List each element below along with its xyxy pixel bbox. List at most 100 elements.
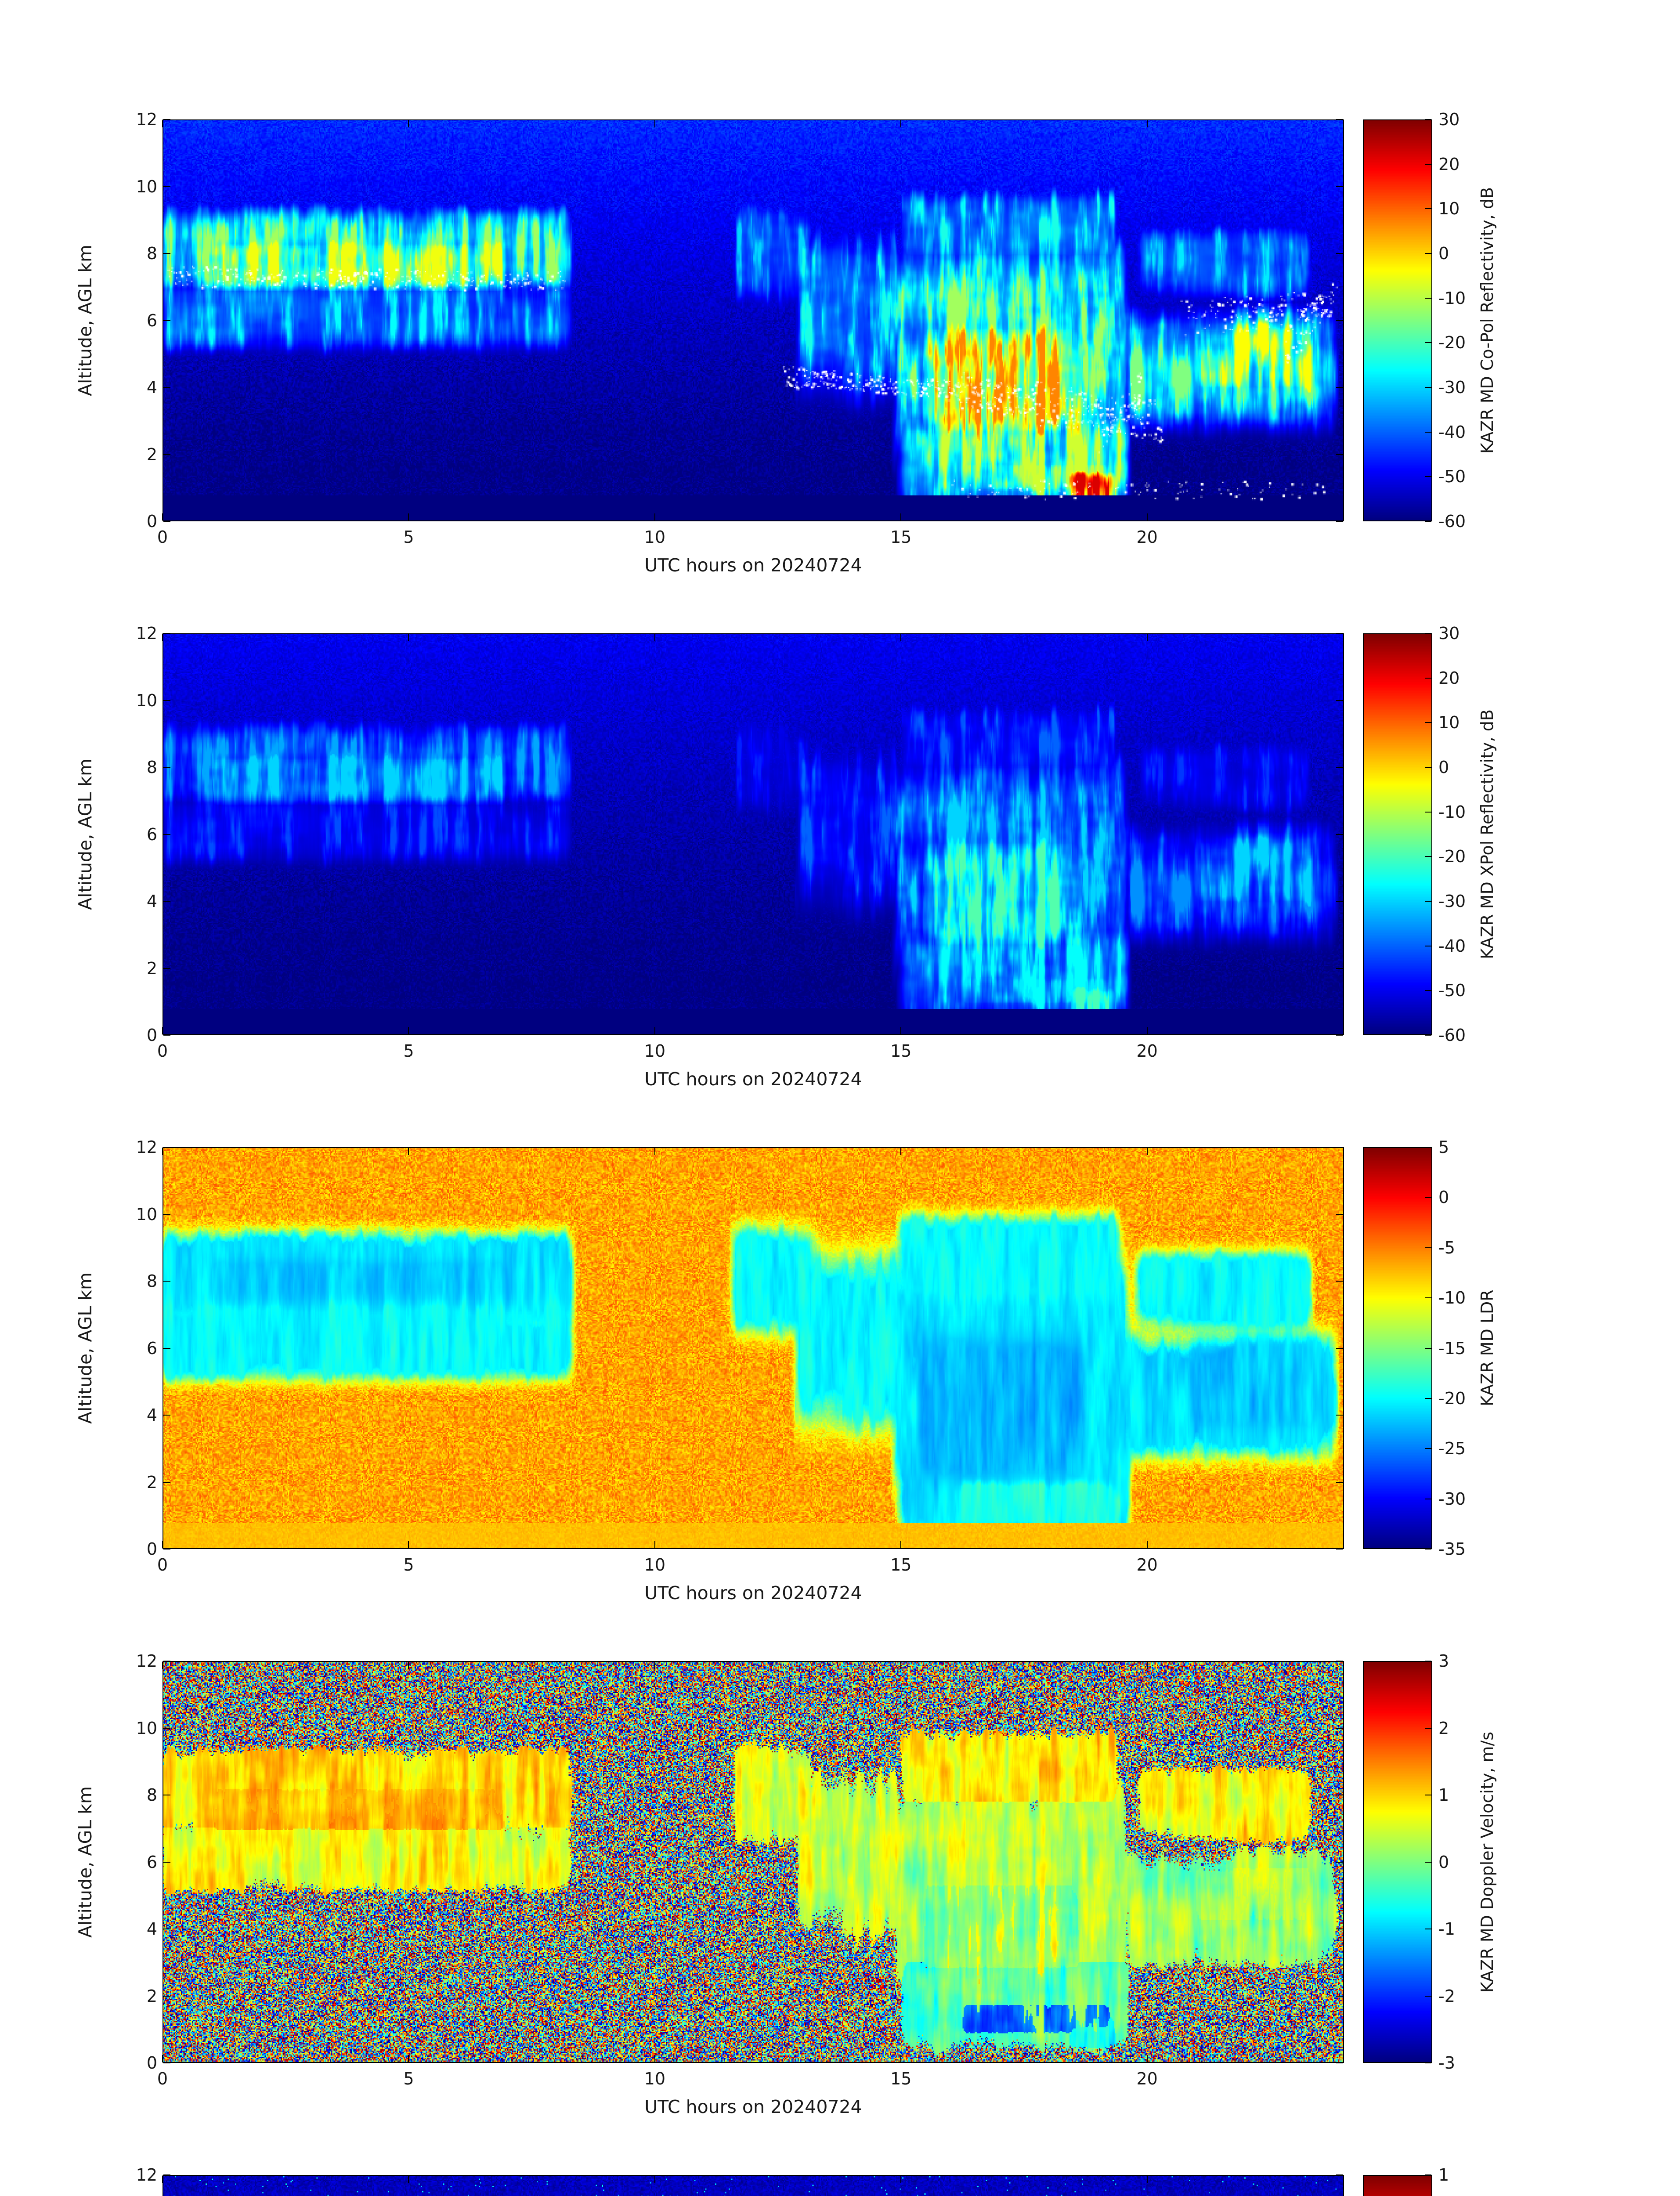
y-tick-mark	[163, 1481, 170, 1483]
ldr-colorbar	[1363, 1147, 1432, 1549]
y-axis-label: Altitude, AGL km	[74, 2175, 97, 2196]
colorbar-tick-mark	[1425, 297, 1431, 299]
x-tick-mark	[162, 1662, 163, 1669]
colorbar-tick-label: -50	[1438, 981, 1466, 1000]
colorbar-tick-label: -20	[1438, 333, 1466, 353]
x-tick-label: 5	[403, 527, 414, 547]
y-tick-mark	[163, 320, 170, 321]
y-axis-label: Altitude, AGL km	[75, 1272, 96, 1424]
y-tick-mark	[1336, 119, 1343, 120]
colorbar-tick-label: -5	[1438, 1238, 1455, 1257]
colorbar-tick-label: -35	[1438, 1539, 1466, 1559]
x-tick-mark	[900, 1662, 902, 1669]
y-tick-mark	[1336, 1214, 1343, 1215]
y-tick-mark	[1336, 387, 1343, 388]
y-tick-label: 4	[146, 1405, 157, 1425]
colorbar-tick-mark	[1425, 1347, 1431, 1349]
colorbar-label: KAZR MD Spectral Width, m/s	[1476, 2175, 1499, 2196]
x-tick-mark	[162, 1148, 163, 1155]
x-tick-mark	[654, 634, 655, 641]
colorbar-tick-label: 0	[1438, 758, 1449, 777]
x-tick-mark	[1146, 634, 1148, 641]
x-tick-label: 15	[890, 1041, 912, 1061]
colorbar-tick-label: 10	[1438, 713, 1460, 733]
colorbar-tick-mark	[1425, 1297, 1431, 1299]
colorbar-tick-label: -20	[1438, 1388, 1466, 1408]
spectral-width-heatmap-canvas	[163, 2175, 1344, 2196]
x-tick-mark	[408, 513, 409, 520]
colorbar-tick-label: -2	[1438, 1986, 1455, 2006]
y-tick-label: 0	[146, 1539, 157, 1559]
y-tick-mark	[1336, 186, 1343, 187]
y-tick-label: 4	[146, 1919, 157, 1939]
colorbar-tick-mark	[1425, 2062, 1431, 2063]
y-tick-label: 2	[146, 958, 157, 978]
colorbar-tick-mark	[1425, 431, 1431, 433]
x-tick-label: 20	[1136, 527, 1158, 547]
y-tick-mark	[1336, 2174, 1343, 2175]
x-axis-label: UTC hours on 20240724	[644, 555, 862, 576]
colorbar-tick-mark	[1425, 633, 1431, 634]
y-tick-label: 2	[146, 1986, 157, 2006]
x-axis-label: UTC hours on 20240724	[644, 2096, 862, 2117]
colorbar-tick-label: -30	[1438, 892, 1466, 911]
xpol-reflectivity-heatmap-canvas	[163, 633, 1344, 1035]
y-tick-label: 2	[146, 1472, 157, 1492]
y-tick-mark	[1336, 1281, 1343, 1282]
y-tick-mark	[163, 1727, 170, 1729]
colorbar-tick-label: 2	[1438, 1718, 1449, 1738]
y-tick-mark	[163, 1415, 170, 1416]
doppler-velocity-colorbar	[1363, 1661, 1432, 2063]
y-tick-mark	[1336, 1995, 1343, 1997]
colorbar-tick-label: 30	[1438, 624, 1460, 643]
y-tick-label: 4	[146, 892, 157, 911]
y-axis-label: Altitude, AGL km	[75, 245, 96, 396]
colorbar-tick-label: 5	[1438, 1138, 1449, 1157]
x-tick-label: 10	[644, 1555, 665, 1575]
y-tick-mark	[163, 2062, 170, 2063]
x-tick-mark	[408, 2055, 409, 2062]
y-tick-mark	[1336, 2062, 1343, 2063]
colorbar-tick-mark	[1425, 476, 1431, 477]
colorbar-tick-label: -60	[1438, 1026, 1466, 1045]
x-tick-label: 0	[157, 2069, 168, 2088]
colorbar-tick-label: -1	[1438, 1919, 1455, 1939]
ldr-heatmap-canvas	[163, 1147, 1344, 1549]
colorbar-tick-label: -10	[1438, 802, 1466, 822]
x-tick-label: 5	[403, 1555, 414, 1575]
colorbar-tick-mark	[1425, 253, 1431, 254]
y-tick-mark	[1336, 320, 1343, 321]
colorbar-label: KAZR MD XPol Reflectivity, dB	[1478, 709, 1497, 959]
x-tick-mark	[408, 120, 409, 127]
x-tick-label: 10	[644, 2069, 665, 2088]
y-tick-mark	[1336, 1147, 1343, 1148]
y-tick-mark	[1336, 1347, 1343, 1349]
y-tick-label: 0	[146, 2053, 157, 2073]
colorbar-tick-label: -10	[1438, 288, 1466, 308]
y-tick-mark	[1336, 834, 1343, 835]
x-tick-mark	[1146, 1662, 1148, 1669]
x-tick-mark	[162, 120, 163, 127]
y-tick-mark	[163, 834, 170, 835]
y-tick-mark	[1336, 1415, 1343, 1416]
spectral-width-colorbar	[1363, 2175, 1432, 2196]
colorbar-tick-label: 0	[1438, 1188, 1449, 1207]
y-tick-label: 2	[146, 444, 157, 464]
x-tick-mark	[900, 1027, 902, 1034]
colorbar-tick-mark	[1425, 1995, 1431, 1997]
colorbar-tick-label: 1	[1438, 2165, 1449, 2185]
y-tick-mark	[163, 1214, 170, 1215]
x-tick-label: 0	[157, 1041, 168, 1061]
x-tick-mark	[900, 513, 902, 520]
x-tick-label: 15	[890, 527, 912, 547]
colorbar-tick-mark	[1425, 1197, 1431, 1198]
x-tick-mark	[1146, 1541, 1148, 1548]
colorbar-tick-mark	[1425, 208, 1431, 209]
y-tick-label: 0	[146, 1026, 157, 1045]
colorbar-tick-mark	[1425, 1861, 1431, 1863]
x-tick-label: 10	[644, 527, 665, 547]
x-tick-mark	[1146, 120, 1148, 127]
y-tick-mark	[163, 521, 170, 522]
x-tick-label: 20	[1136, 2069, 1158, 2088]
y-tick-label: 10	[136, 177, 157, 196]
